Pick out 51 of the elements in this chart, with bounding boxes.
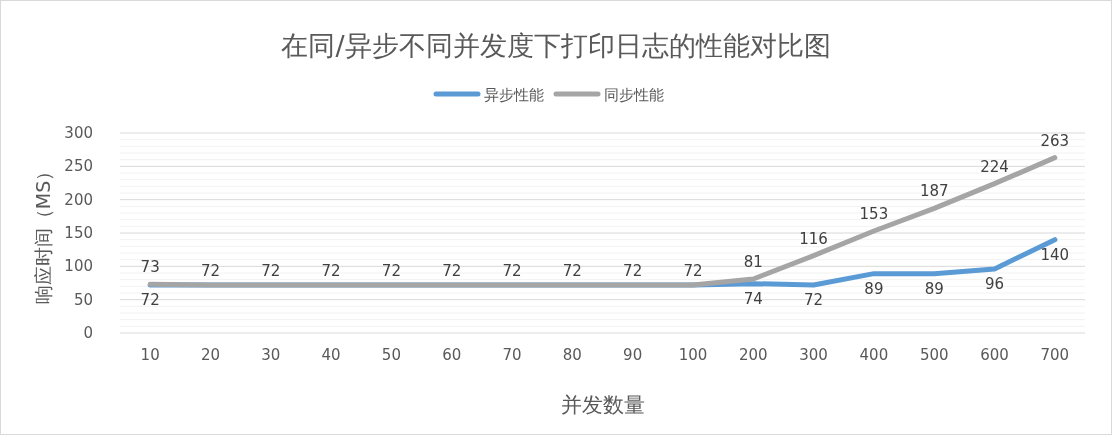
data-label: 72	[442, 262, 462, 280]
data-label: 140	[1040, 245, 1070, 264]
data-label: 187	[919, 182, 949, 201]
data-label: 72	[261, 262, 281, 280]
data-label: 96	[984, 275, 1005, 293]
data-label: 89	[924, 279, 944, 298]
data-label: 72	[804, 291, 824, 309]
legend-label: 同步性能	[604, 86, 664, 104]
data-label: 72	[562, 262, 582, 280]
x-tick-label: 60	[442, 346, 462, 364]
data-label: 72	[321, 262, 341, 280]
x-tick-label: 400	[859, 346, 889, 364]
data-label: 81	[743, 253, 763, 271]
data-label: 72	[502, 262, 522, 280]
y-tick-label: 50	[73, 290, 93, 309]
data-label: 116	[799, 229, 828, 248]
chart-title: 在同/异步不同并发度下打印日志的性能对比图	[281, 30, 831, 61]
x-tick-label: 700	[1040, 346, 1070, 364]
data-label: 72	[683, 262, 703, 280]
y-tick-label: 150	[64, 224, 93, 242]
y-axis-title: 响应时间（MS）	[32, 161, 54, 305]
x-tick-label: 10	[140, 346, 160, 364]
data-label: 224	[980, 157, 1009, 176]
data-label: 263	[1040, 131, 1070, 150]
x-tick-label: 100	[678, 346, 708, 364]
x-tick-label: 30	[261, 346, 281, 364]
data-label: 72	[200, 262, 221, 280]
data-label: 73	[140, 258, 160, 277]
data-label: 72	[623, 262, 643, 280]
y-tick-label: 250	[64, 157, 93, 176]
x-tick-label: 50	[381, 346, 401, 364]
y-tick-label: 300	[64, 124, 93, 142]
x-tick-label: 600	[980, 346, 1009, 364]
data-label: 74	[743, 289, 763, 308]
y-tick-label: 200	[64, 190, 93, 209]
x-tick-label: 90	[623, 346, 643, 364]
x-tick-label: 200	[738, 346, 768, 364]
data-label: 72	[381, 262, 401, 280]
x-tick-label: 500	[919, 346, 949, 364]
x-axis-title: 并发数量	[560, 393, 645, 417]
x-tick-label: 40	[321, 346, 341, 364]
y-tick-label: 0	[83, 324, 93, 342]
y-tick-label: 100	[64, 257, 93, 276]
data-label: 72	[140, 291, 160, 309]
x-tick-label: 300	[799, 346, 828, 364]
x-tick-label: 70	[502, 346, 522, 364]
data-label: 89	[864, 279, 884, 298]
x-tick-label: 80	[562, 346, 582, 364]
data-label: 153	[859, 205, 889, 223]
x-tick-label: 20	[200, 346, 221, 364]
legend-label: 异步性能	[484, 86, 544, 104]
